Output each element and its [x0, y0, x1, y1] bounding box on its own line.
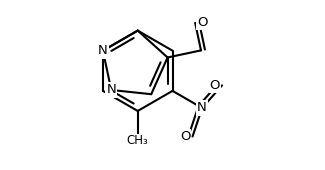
Text: N: N [197, 101, 207, 114]
Text: N: N [106, 83, 116, 97]
Text: N: N [98, 44, 108, 57]
Text: CH₃: CH₃ [127, 134, 149, 147]
Text: O: O [180, 130, 190, 143]
Text: O: O [197, 16, 208, 29]
Text: O: O [210, 79, 220, 92]
